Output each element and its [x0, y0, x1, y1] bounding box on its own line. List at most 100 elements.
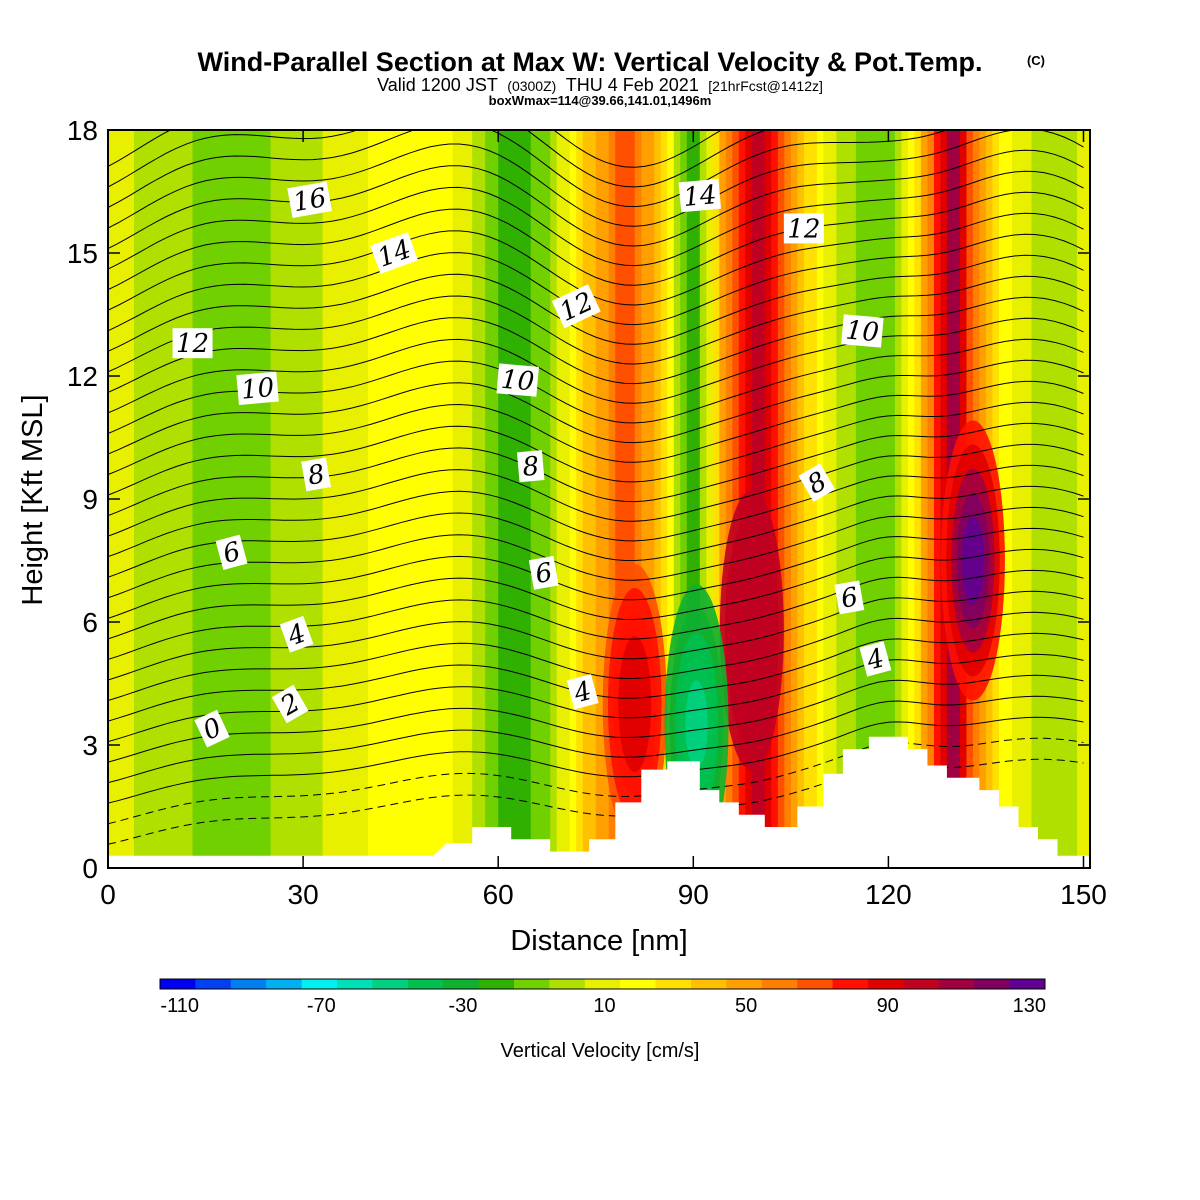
field-cell: [706, 130, 714, 868]
y-axis-label: Height [Kft MSL]: [17, 394, 49, 605]
colorbar-swatch: [903, 979, 940, 989]
field-cell: [1050, 130, 1059, 868]
field-cell: [322, 130, 330, 868]
theta-contour: [108, 149, 1084, 250]
theta-contour: [108, 130, 1084, 229]
contour-label-box: [496, 363, 539, 397]
y-tick-label: 6: [82, 607, 98, 638]
theta-contour: [108, 212, 1084, 311]
field-cell: [888, 130, 896, 868]
field-cell: [673, 130, 681, 868]
colorbar-swatch: [230, 979, 267, 989]
theta-contour: [108, 170, 1084, 270]
field-cell: [160, 130, 168, 868]
contour-label: 6: [215, 534, 248, 571]
field-cell: [316, 130, 324, 868]
contour-label-box: [859, 641, 892, 677]
field-cell: [595, 130, 603, 868]
theta-contour: [108, 506, 1084, 599]
y-tick-label: 12: [67, 361, 98, 392]
colorbar-swatch: [407, 979, 444, 989]
field-cell: [407, 130, 415, 868]
colorbar-swatch: [655, 979, 692, 989]
contour-label-box: [271, 684, 309, 724]
contour-label-text: 12: [787, 214, 820, 244]
field-cell: [530, 130, 538, 868]
field-hotspot: [623, 660, 646, 748]
terrain-mask: [108, 736, 1090, 868]
contour-label-box: [370, 232, 419, 274]
valid-time-line: Valid 1200 JST (0300Z) THU 4 Feb 2021 [2…: [377, 75, 823, 95]
vertical-velocity-field: [108, 130, 1090, 868]
colorbar-swatch: [620, 979, 657, 989]
theta-contour: [108, 296, 1084, 393]
field-cell: [244, 130, 252, 868]
field-cell: [491, 130, 499, 868]
field-cell: [914, 130, 922, 868]
field-cell: [127, 130, 135, 868]
theta-contour: [108, 443, 1084, 537]
field-cell: [862, 130, 870, 868]
contour-label: 8: [516, 450, 545, 483]
field-cell: [465, 130, 473, 868]
y-tick-label: 0: [82, 853, 98, 884]
field-cell: [309, 130, 317, 868]
field-cell: [894, 130, 903, 868]
field-cell: [1063, 130, 1072, 868]
colorbar-swatch: [691, 979, 727, 989]
colorbar-swatch: [549, 979, 586, 989]
contour-label-box: [287, 181, 332, 218]
field-cell: [628, 130, 636, 868]
field-hotspot: [685, 680, 708, 769]
theta-contour: [108, 695, 1084, 784]
field-cell: [940, 130, 948, 868]
theta-contour: [108, 130, 723, 168]
theta-contour: [108, 716, 1084, 804]
colorbar-swatch: [514, 979, 550, 989]
field-cell: [387, 130, 395, 868]
contour-label: 8: [301, 457, 332, 492]
field-cell: [1070, 130, 1078, 868]
field-cell: [212, 130, 220, 868]
colorbar-frame: [159, 978, 1046, 990]
field-cell: [615, 130, 623, 868]
field-cell: [140, 130, 148, 868]
theta-contour: [108, 380, 1084, 476]
field-cell: [901, 130, 909, 868]
field-cell: [764, 130, 772, 868]
field-cell: [511, 130, 519, 868]
theta-contour: [108, 317, 1084, 414]
field-cell: [426, 130, 434, 868]
colorbar: -110 -70 -30 10 50 90 130: [159, 978, 1046, 1017]
contour-label-box: [236, 371, 279, 405]
field-cell: [459, 130, 467, 868]
field-cell: [777, 130, 785, 868]
field-cell: [725, 130, 733, 868]
contour-label-text: 10: [240, 373, 276, 406]
theta-contour: [108, 737, 1084, 825]
contour-label-text: 6: [839, 582, 861, 614]
contour-label-box: [301, 457, 332, 492]
field-cell: [251, 130, 259, 868]
colorbar-tick-label: 90: [877, 995, 899, 1017]
field-cell: [790, 130, 798, 868]
contour-label: 12: [172, 328, 213, 359]
field-cell: [842, 130, 850, 868]
y-tick-label: 15: [67, 238, 98, 269]
theta-contour: [108, 233, 1084, 332]
field-cell: [1057, 130, 1065, 868]
theta-contour: [108, 674, 1084, 763]
x-tick-label: 90: [678, 879, 709, 910]
contour-label-text: 8: [521, 452, 540, 483]
contour-label-text: 14: [682, 180, 718, 213]
field-cell: [231, 130, 239, 868]
colorbar-swatch: [266, 979, 303, 989]
contour-label: 10: [236, 371, 279, 406]
field-cell: [933, 130, 942, 868]
field-cell: [134, 130, 142, 868]
colorbar-swatch: [1009, 979, 1046, 989]
contour-label: 4: [279, 615, 314, 653]
valid-utc: (0300Z): [507, 78, 556, 94]
field-cell: [472, 130, 480, 868]
field-cell: [166, 130, 174, 868]
